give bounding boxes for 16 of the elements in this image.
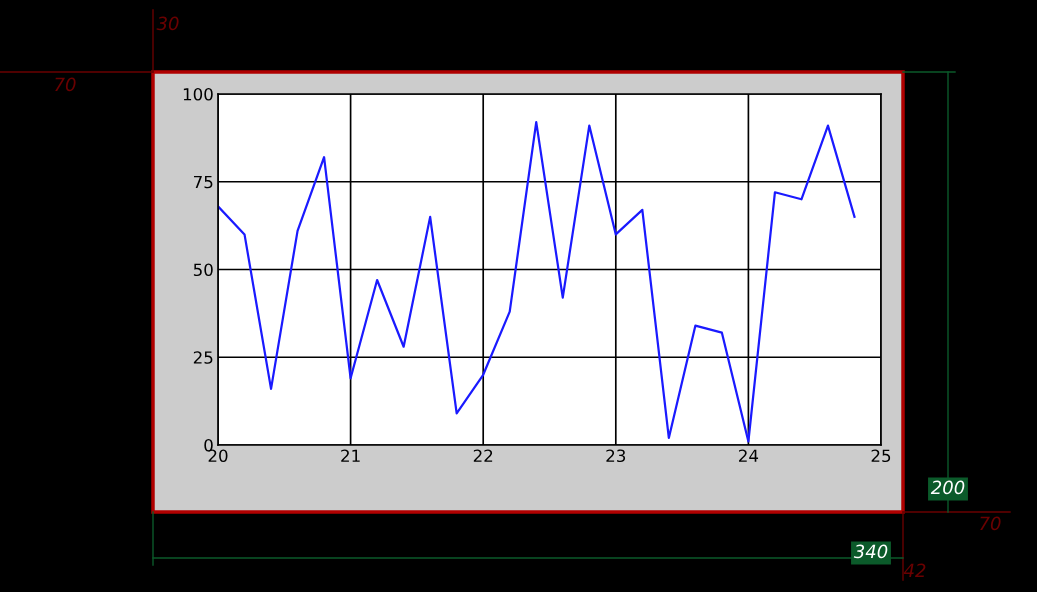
text: 30: [156, 16, 179, 31]
x-tick-label: 25: [871, 449, 891, 463]
text: 200: [930, 480, 965, 495]
y-tick-label: 50: [193, 263, 213, 277]
line-series: [218, 120, 856, 443]
text: 70: [980, 516, 1001, 531]
text: 70: [55, 77, 76, 92]
text: 340: [853, 544, 888, 559]
x-tick-label: 22: [473, 449, 493, 462]
x-tick-label: 24: [739, 449, 759, 462]
x-tick-label: 21: [341, 449, 360, 462]
x-tick-label: 23: [606, 449, 626, 463]
y-tick-label: 25: [193, 351, 213, 364]
y-tick-label: 100: [183, 87, 213, 101]
y-tick-label: 75: [193, 175, 213, 189]
text: 42: [903, 563, 926, 577]
